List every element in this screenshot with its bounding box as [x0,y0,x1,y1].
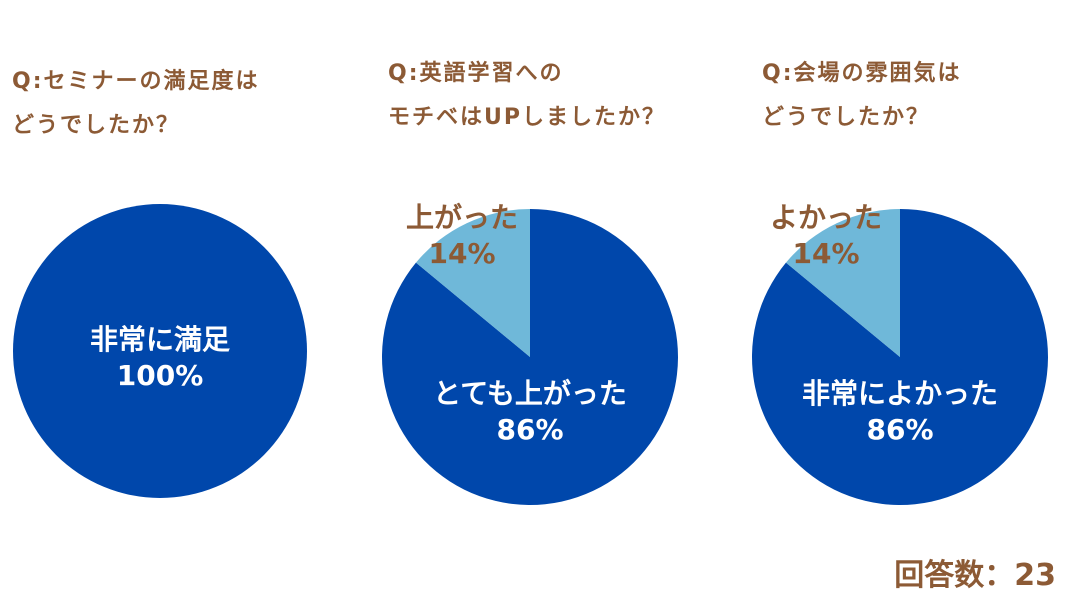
chart-3-title: Q:会場の雰囲気は どうでしたか？ [762,61,962,130]
chart-2-slice-0 [382,209,679,505]
chart-1-slice-0 [13,204,307,498]
chart-1-title: Q:セミナーの満足度は どうでしたか？ [12,69,260,138]
chart-3-slice-1-label: よかった 14% [769,201,883,270]
chart-3-slice-1 [785,209,900,357]
chart-3-slice-0-label: 非常によかった 86% [801,377,999,446]
chart-2-title: Q:英語学習への モチベはUPしましたか？ [388,61,666,130]
chart-2-slice-0-label: とても上がった 86% [433,377,627,446]
chart-1-slice-0-label: 非常に満足 100% [89,323,231,392]
chart-2-slice-1 [415,209,530,357]
respondent-count: 回答数：23 [894,558,1056,593]
chart-2-slice-1-label: 上がった 14% [405,201,519,270]
